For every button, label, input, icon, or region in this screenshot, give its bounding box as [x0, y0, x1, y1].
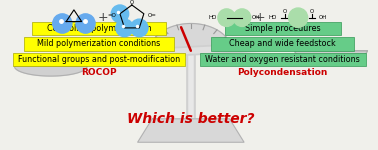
Text: O: O — [130, 0, 134, 5]
Text: Simple procedures: Simple procedures — [245, 24, 321, 33]
Text: OH: OH — [251, 15, 260, 20]
Ellipse shape — [76, 14, 95, 33]
Text: ROCOP: ROCOP — [81, 68, 117, 77]
Text: O: O — [310, 9, 314, 14]
Text: O=: O= — [148, 13, 156, 18]
Ellipse shape — [130, 19, 148, 37]
Text: Functional groups and post-modification: Functional groups and post-modification — [18, 55, 180, 64]
FancyBboxPatch shape — [13, 53, 185, 66]
FancyBboxPatch shape — [24, 37, 174, 51]
Text: +: + — [255, 11, 266, 24]
Polygon shape — [14, 66, 87, 76]
Text: Water and oxygen resistant conditions: Water and oxygen resistant conditions — [205, 55, 360, 64]
Text: Mild polymerization conditions: Mild polymerization conditions — [37, 39, 161, 48]
Ellipse shape — [218, 9, 235, 26]
Ellipse shape — [111, 5, 129, 22]
Text: HO: HO — [269, 15, 277, 20]
Polygon shape — [295, 51, 367, 60]
Text: O: O — [282, 9, 287, 14]
Ellipse shape — [116, 19, 133, 37]
Polygon shape — [138, 119, 244, 142]
Ellipse shape — [288, 8, 308, 27]
FancyBboxPatch shape — [33, 22, 166, 35]
FancyBboxPatch shape — [225, 22, 341, 35]
Text: Controlled polymerization: Controlled polymerization — [47, 24, 151, 33]
Text: OH: OH — [319, 15, 327, 20]
Ellipse shape — [53, 14, 72, 33]
Text: =O: =O — [107, 13, 116, 18]
Text: +: + — [98, 11, 108, 24]
FancyBboxPatch shape — [211, 37, 354, 51]
FancyBboxPatch shape — [200, 53, 366, 66]
Text: HO: HO — [209, 15, 217, 20]
Text: Polycondensation: Polycondensation — [237, 68, 328, 77]
Polygon shape — [151, 24, 231, 51]
Ellipse shape — [233, 9, 251, 26]
Text: Cheap and wide feedstock: Cheap and wide feedstock — [229, 39, 336, 48]
Text: Which is better?: Which is better? — [127, 112, 255, 126]
